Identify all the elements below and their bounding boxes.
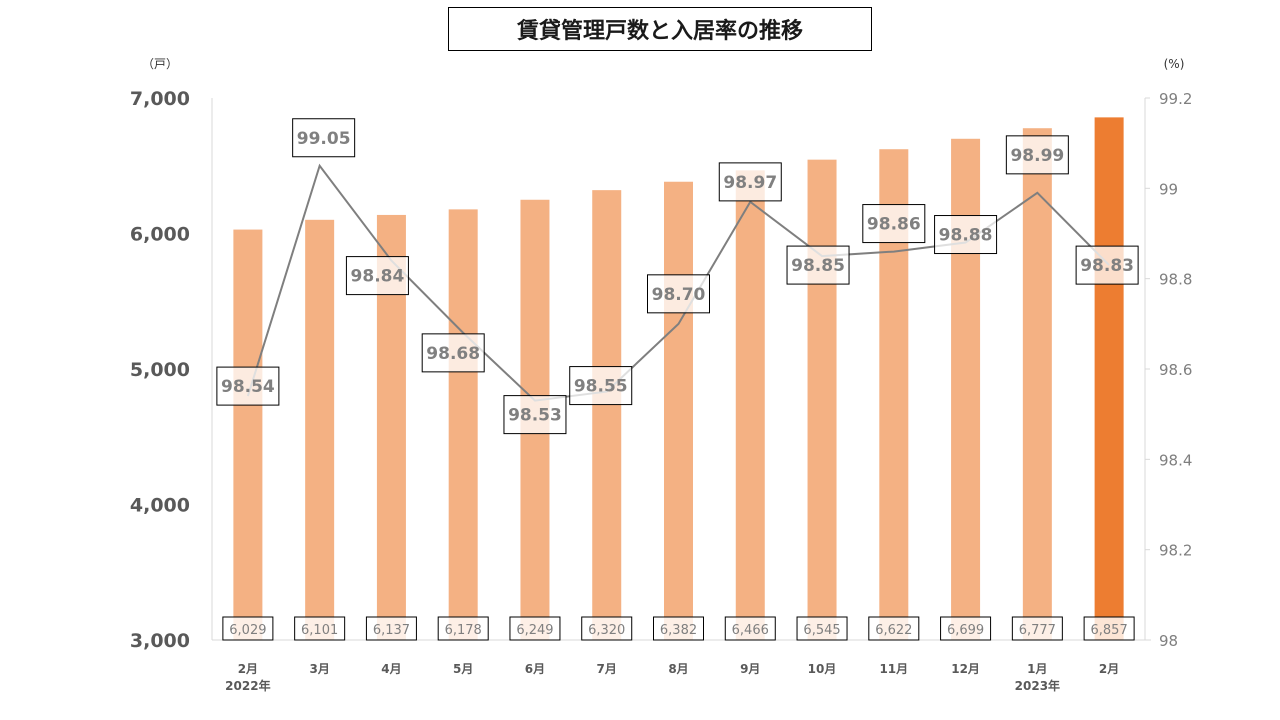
bar-value-label: 6,699	[947, 623, 984, 638]
rate-value-label-box	[1005, 135, 1069, 175]
bar-value-label-box	[509, 616, 561, 641]
rate-value-label: 98.99	[1010, 146, 1064, 166]
rate-value-label: 98.84	[351, 267, 405, 287]
rate-value-label: 98.53	[508, 406, 562, 426]
category-label: 2月	[238, 662, 258, 676]
category-label: 11月	[879, 662, 908, 676]
bar-value-label-box	[653, 616, 704, 641]
rate-value-label-box	[345, 256, 409, 296]
right-tick-label: 98.4	[1159, 451, 1192, 469]
bar	[735, 170, 765, 640]
category-axis-labels: 2月 2022年 3月 4月 5月 6月 7月 8月 9月 10月 11月 12月 1月 2023年 2月	[225, 662, 1119, 693]
rate-value-label: 98.54	[221, 377, 275, 397]
rate-value-label: 98.97	[723, 173, 777, 193]
bar	[951, 138, 981, 640]
year-label: 2023年	[1015, 678, 1060, 693]
bar-value-label: 6,029	[229, 623, 266, 638]
bar-value-label: 6,545	[803, 623, 840, 638]
rate-value-label-box	[569, 366, 633, 406]
bar-value-label: 6,320	[588, 623, 625, 638]
right-tick-label: 99.2	[1159, 90, 1192, 108]
bar-value-label: 6,249	[516, 623, 553, 638]
right-tick-label: 98.2	[1159, 542, 1192, 560]
rate-value-label: 98.70	[652, 285, 706, 305]
year-label: 2022年	[225, 678, 270, 693]
left-axis-unit: （戸）	[142, 57, 178, 71]
category-label: 10月	[808, 662, 837, 676]
bar	[1094, 117, 1124, 640]
right-tick-label: 98.6	[1159, 361, 1192, 379]
right-axis-unit: (%)	[1164, 57, 1185, 71]
bar-value-label-box	[940, 616, 992, 641]
rate-value-label: 98.55	[574, 377, 628, 397]
bar-value-label: 6,777	[1019, 623, 1056, 638]
left-tick-label: 5,000	[130, 359, 190, 381]
bar-value-label: 6,137	[373, 623, 410, 638]
left-tick-label: 7,000	[130, 88, 190, 110]
right-tick-label: 99	[1159, 180, 1178, 198]
bar	[592, 190, 622, 640]
category-label: 6月	[525, 662, 545, 676]
bar-value-label-box	[437, 616, 489, 641]
chart-title: 賃貸管理戸数と入居率の推移	[448, 7, 872, 51]
axes: 3,000 4,000 5,000 6,000 7,000 98 98.2 98.4 98.6 9…	[130, 88, 1193, 652]
category-label: 1月	[1027, 662, 1047, 676]
rate-value-label-box	[718, 162, 782, 202]
bar-value-label: 6,622	[875, 623, 912, 638]
right-tick-label: 98	[1159, 632, 1178, 650]
right-tick-label: 98.8	[1159, 271, 1192, 289]
bar-value-label-box	[222, 616, 274, 641]
left-tick-label: 4,000	[130, 495, 190, 517]
category-label: 8月	[668, 662, 688, 676]
rate-value-label-box	[647, 274, 710, 314]
category-label: 3月	[309, 662, 329, 676]
bar-value-label-box	[868, 616, 920, 641]
bar-series	[233, 117, 1124, 641]
rate-value-label-box	[786, 245, 850, 285]
rate-value-label: 98.68	[426, 344, 480, 364]
bar-value-label: 6,101	[301, 623, 338, 638]
rate-value-label-box	[1075, 245, 1139, 285]
rate-value-label: 98.88	[939, 226, 993, 246]
bar-value-label-box	[796, 616, 848, 641]
rate-value-label-box	[934, 215, 998, 255]
bar-value-label-box	[724, 616, 776, 641]
data-labels: 6,029 6,101 6,137 6,178 6,249 6,320 6,382 6,466…	[216, 118, 1139, 641]
bar-value-label: 6,466	[732, 623, 769, 638]
bar-value-label-box	[581, 616, 633, 641]
bar	[233, 229, 263, 640]
rate-value-label-box	[503, 395, 567, 435]
rate-value-label: 98.86	[867, 215, 921, 235]
category-label: 9月	[740, 662, 760, 676]
bar	[807, 159, 837, 640]
left-tick-label: 6,000	[130, 224, 190, 246]
category-label: 2月	[1099, 662, 1119, 676]
rate-value-label-box	[216, 366, 280, 406]
bar-value-label: 6,857	[1091, 623, 1128, 638]
bar-value-label-box	[1083, 616, 1135, 641]
category-label: 7月	[597, 662, 617, 676]
bar-value-label-box	[365, 616, 417, 641]
rate-value-label-box	[862, 204, 926, 244]
category-label: 12月	[951, 662, 980, 676]
bar-value-label: 6,382	[660, 623, 697, 638]
category-label: 5月	[453, 662, 473, 676]
bar	[664, 181, 693, 640]
left-tick-label: 3,000	[130, 630, 190, 652]
bar	[305, 219, 335, 640]
rate-value-label: 98.85	[791, 256, 845, 276]
rate-value-label-box	[421, 333, 485, 373]
bar-value-label-box	[1011, 616, 1063, 641]
bar	[448, 209, 478, 641]
rate-value-label-box	[292, 118, 356, 158]
rate-value-label: 99.05	[297, 129, 351, 149]
category-label: 4月	[381, 662, 401, 676]
bar	[1022, 128, 1052, 641]
rate-value-label: 98.83	[1080, 256, 1134, 276]
bar-value-label: 6,178	[445, 623, 482, 638]
bar-value-label-box	[294, 616, 346, 641]
